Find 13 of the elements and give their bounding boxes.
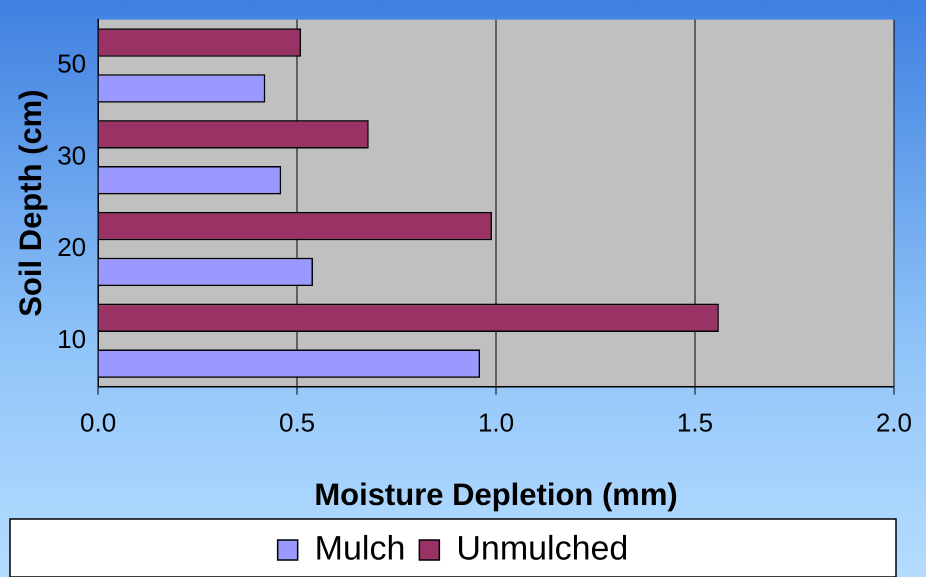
y-tick-label: 10	[57, 324, 86, 354]
y-tick-label: 30	[57, 140, 86, 170]
x-tick-label: 1.0	[478, 407, 514, 438]
x-tick-label: 2.0	[876, 407, 912, 438]
y-tick-label: 50	[57, 48, 86, 79]
legend-label: Unmulched	[456, 529, 628, 568]
x-axis-title: Moisture Depletion (mm)	[314, 476, 678, 512]
legend-label: Mulch	[314, 529, 406, 568]
y-axis-title: Soil Depth (cm)	[13, 89, 48, 317]
x-tick-label: 1.5	[676, 407, 714, 438]
y-tick-label: 20	[57, 232, 86, 262]
x-tick-label: 0.0	[80, 407, 116, 438]
x-tick-label: 0.5	[278, 407, 316, 438]
